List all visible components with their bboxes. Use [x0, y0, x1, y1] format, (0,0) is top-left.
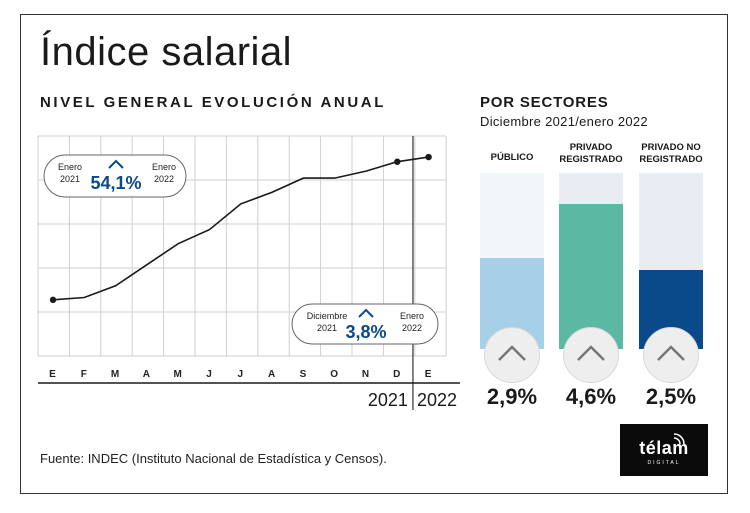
sector-value-label: 2,5% — [645, 384, 697, 409]
x-tick-label: S — [300, 369, 308, 380]
page-title: Índice salarial — [40, 30, 293, 74]
x-tick-label: E — [425, 369, 433, 380]
callout-to-year: 2022 — [402, 323, 422, 333]
callout-to-label: Enero — [400, 311, 424, 321]
chevron-up-icon — [563, 327, 619, 383]
x-tick-label: M — [111, 369, 120, 380]
sector-value-label: 2,9% — [486, 384, 538, 409]
sector-label: PRIVADO NO REGISTRADO — [639, 142, 703, 165]
line-chart-subtitle: NIVEL GENERAL EVOLUCIÓN ANUAL — [40, 94, 386, 111]
x-tick-label: A — [268, 369, 276, 380]
bar-background — [559, 173, 623, 349]
logo-wordmark: télam — [639, 438, 689, 458]
bar-background — [480, 173, 544, 349]
callout-from-year: 2021 — [60, 174, 80, 184]
x-tick-label: J — [238, 369, 245, 380]
source-note: Fuente: INDEC (Instituto Nacional de Est… — [40, 451, 387, 466]
callout-to-year: 2022 — [154, 174, 174, 184]
callout-from-label: Enero — [58, 162, 82, 172]
sectors-subtitle: Diciembre 2021/enero 2022 — [480, 114, 648, 129]
chevron-up-icon — [108, 159, 124, 169]
sector-value-label: 4,6% — [565, 384, 617, 409]
chevron-up-icon — [484, 327, 540, 383]
callout-value: 54,1% — [90, 173, 141, 193]
x-tick-label: F — [81, 369, 88, 380]
x-tick-label: A — [143, 369, 151, 380]
data-point — [49, 296, 57, 304]
telam-logo: télam DIGITAL — [620, 424, 708, 476]
infographic-frame — [20, 14, 728, 494]
data-point — [425, 153, 432, 161]
sector-label: PRIVADO REGISTRADO — [559, 142, 623, 165]
sector-label: PÚBLICO — [490, 152, 534, 163]
x-tick-label: D — [393, 369, 401, 380]
callout-from-label: Diciembre — [307, 311, 348, 321]
year-label: 2021 — [368, 390, 408, 410]
sectors-title: POR SECTORES — [480, 94, 609, 111]
series-line — [52, 156, 429, 301]
callout-box — [291, 303, 439, 345]
callout-from-year: 2021 — [317, 323, 337, 333]
data-point — [394, 158, 401, 165]
chevron-up-icon — [358, 308, 374, 318]
year-label: 2022 — [417, 390, 457, 410]
bar — [559, 204, 623, 349]
x-tick-label: J — [206, 369, 213, 380]
x-tick-label: E — [49, 369, 57, 380]
x-tick-label: O — [330, 369, 339, 380]
callout-to-label: Enero — [152, 162, 176, 172]
callout-value: 3,8% — [345, 322, 386, 342]
callout-box — [43, 154, 187, 198]
logo-subtext: DIGITAL — [647, 460, 681, 466]
bar-background — [639, 173, 703, 349]
signal-icon — [673, 433, 685, 445]
x-tick-label: N — [362, 369, 370, 380]
x-tick-label: M — [174, 369, 183, 380]
chevron-up-icon — [643, 327, 699, 383]
